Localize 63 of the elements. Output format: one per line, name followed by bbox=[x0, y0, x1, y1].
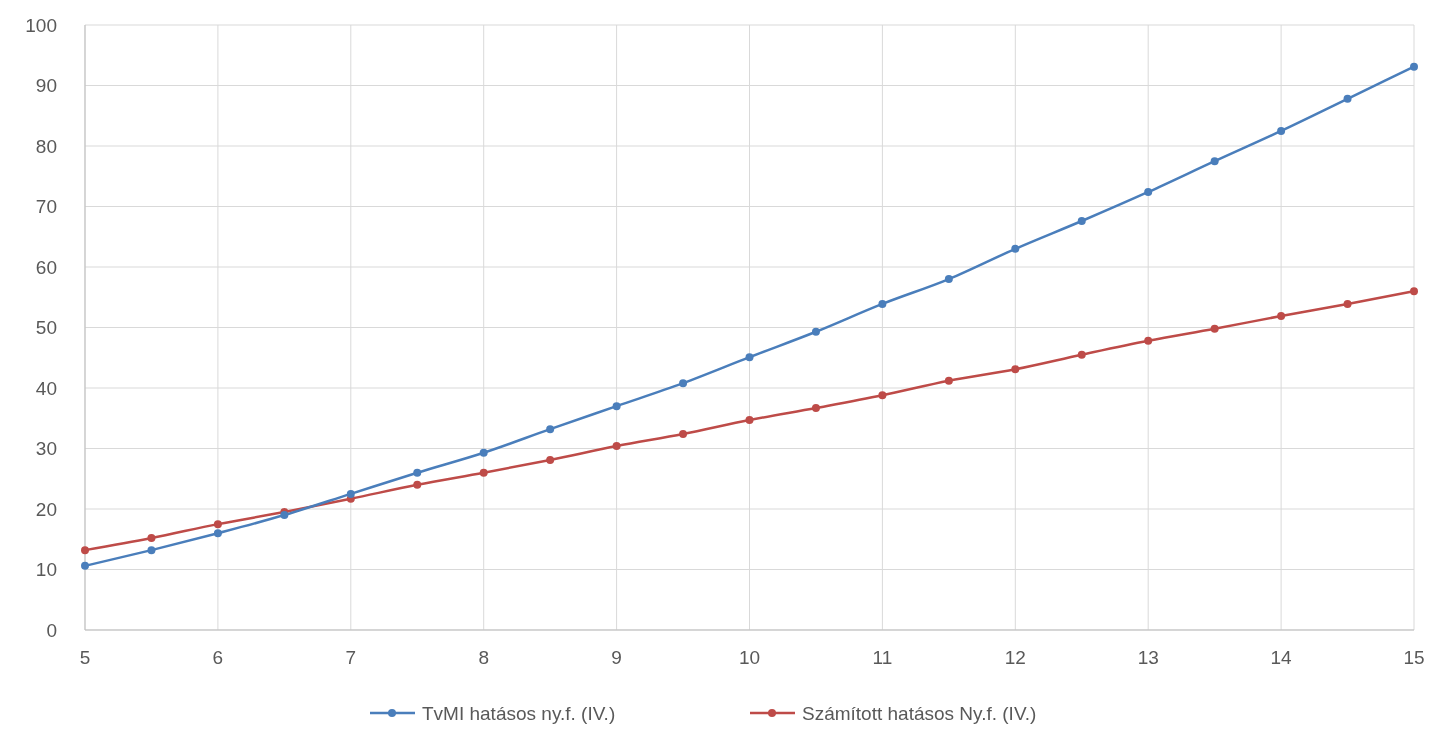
y-tick-label: 50 bbox=[35, 317, 57, 339]
y-tick-label: 80 bbox=[35, 135, 57, 157]
point bbox=[213, 520, 222, 529]
point bbox=[811, 327, 820, 336]
x-tick-label: 10 bbox=[738, 647, 761, 668]
point bbox=[1144, 187, 1153, 196]
point bbox=[1210, 157, 1219, 166]
point bbox=[413, 480, 422, 489]
point bbox=[878, 299, 887, 308]
point bbox=[811, 403, 820, 412]
point bbox=[612, 442, 621, 451]
point bbox=[1011, 244, 1020, 253]
point bbox=[1144, 336, 1153, 345]
legend-label: TvMI hatásos ny.f. (IV.) bbox=[422, 702, 616, 724]
x-tick-label: 11 bbox=[872, 647, 893, 668]
point bbox=[147, 546, 156, 555]
point bbox=[546, 456, 555, 464]
point bbox=[1410, 287, 1418, 296]
x-tick-label: 9 bbox=[611, 647, 622, 668]
x-tick-label: 14 bbox=[1270, 647, 1293, 668]
y-tick-label: 60 bbox=[35, 256, 57, 278]
point bbox=[1011, 365, 1020, 374]
legend-label: Számított hatásos Ny.f. (IV.) bbox=[802, 702, 1037, 724]
point bbox=[81, 561, 89, 570]
point bbox=[679, 429, 688, 438]
x-tick-label: 6 bbox=[212, 647, 224, 668]
point bbox=[745, 353, 754, 362]
point bbox=[479, 468, 488, 477]
point bbox=[413, 468, 422, 477]
point bbox=[1410, 62, 1418, 71]
point bbox=[679, 379, 688, 388]
x-tick-label: 12 bbox=[1004, 647, 1026, 668]
y-tick-label: 20 bbox=[35, 498, 57, 520]
point bbox=[944, 376, 953, 385]
y-tick-label: 0 bbox=[46, 619, 57, 641]
point bbox=[147, 534, 156, 543]
point bbox=[346, 489, 355, 498]
point bbox=[612, 402, 621, 411]
point bbox=[1077, 350, 1086, 359]
x-tick-label: 8 bbox=[478, 647, 489, 668]
y-tick-label: 70 bbox=[35, 196, 57, 218]
point bbox=[1343, 299, 1352, 308]
point bbox=[1277, 312, 1286, 321]
point bbox=[479, 448, 488, 457]
y-tick-label: 40 bbox=[35, 377, 57, 399]
point bbox=[878, 391, 887, 400]
y-tick-label: 30 bbox=[35, 438, 57, 460]
point bbox=[1343, 94, 1352, 103]
point bbox=[944, 275, 953, 284]
point bbox=[213, 529, 222, 538]
y-tick-label: 100 bbox=[25, 14, 57, 36]
x-tick-label: 13 bbox=[1137, 647, 1159, 668]
y-tick-label: 10 bbox=[35, 559, 57, 581]
point bbox=[745, 416, 754, 425]
y-tick-label: 90 bbox=[35, 75, 57, 97]
point bbox=[1077, 217, 1086, 226]
point bbox=[546, 425, 555, 434]
x-tick-label: 7 bbox=[345, 647, 357, 668]
x-tick-label: 5 bbox=[79, 647, 91, 668]
x-tick-label: 15 bbox=[1403, 647, 1425, 668]
point bbox=[1210, 324, 1219, 333]
point bbox=[1277, 126, 1286, 135]
point bbox=[81, 546, 89, 555]
